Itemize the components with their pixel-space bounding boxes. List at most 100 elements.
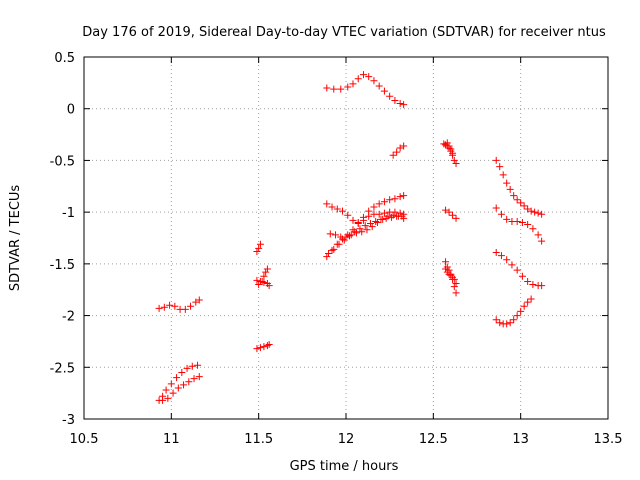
data-point-plus-marker: [527, 207, 535, 215]
series-s7: [253, 341, 273, 353]
data-point-plus-marker: [361, 222, 369, 230]
data-point-plus-marker: [527, 295, 535, 303]
data-point-plus-marker: [255, 281, 263, 289]
data-point-plus-marker: [351, 228, 359, 236]
data-point-plus-marker: [359, 213, 367, 221]
y-tick-label: 0.5: [54, 51, 75, 66]
data-point-plus-marker: [195, 373, 203, 381]
data-point-plus-marker: [188, 362, 196, 370]
data-point-plus-marker: [396, 100, 404, 108]
data-point-plus-marker: [185, 378, 193, 386]
data-point-plus-marker: [265, 341, 273, 349]
data-point-plus-marker: [256, 240, 264, 248]
data-point-plus-marker: [255, 244, 263, 252]
data-point-plus-marker: [377, 215, 385, 223]
series-s19: [492, 156, 546, 218]
data-point-plus-marker: [447, 145, 455, 153]
data-point-plus-marker: [513, 196, 521, 204]
data-point-plus-marker: [375, 200, 383, 208]
data-point-plus-marker: [166, 301, 174, 309]
data-point-plus-marker: [503, 179, 511, 187]
data-point-plus-marker: [503, 320, 511, 328]
data-point-plus-marker: [442, 258, 450, 266]
data-point-plus-marker: [443, 139, 451, 147]
data-point-plus-marker: [337, 85, 345, 93]
data-point-plus-marker: [344, 211, 352, 219]
data-point-plus-marker: [195, 296, 203, 304]
data-point-plus-marker: [326, 230, 334, 238]
data-point-plus-marker: [452, 214, 460, 222]
data-point-plus-marker: [159, 396, 167, 404]
series-s16: [442, 206, 460, 222]
data-point-plus-marker: [452, 289, 460, 297]
data-point-plus-marker: [155, 304, 163, 312]
data-point-plus-marker: [178, 368, 186, 376]
data-point-plus-marker: [368, 223, 376, 231]
data-point-plus-marker: [339, 207, 347, 215]
data-point-plus-marker: [167, 380, 175, 388]
data-point-plus-marker: [391, 195, 399, 203]
series-s6: [253, 276, 273, 290]
data-point-plus-marker: [162, 386, 170, 394]
data-point-plus-marker: [445, 142, 453, 150]
data-point-plus-marker: [370, 77, 378, 85]
data-point-plus-marker: [262, 268, 270, 276]
data-point-plus-marker: [344, 83, 352, 91]
data-point-plus-marker: [445, 270, 453, 278]
data-point-plus-marker: [506, 185, 514, 193]
data-point-plus-marker: [164, 394, 172, 402]
data-point-plus-marker: [524, 298, 532, 306]
data-point-plus-marker: [513, 217, 521, 225]
x-tick-label: 13.5: [594, 432, 623, 447]
x-tick-labels: 10.5 11 11.5 12 12.5 13 13.5: [70, 432, 623, 447]
data-point-plus-marker: [513, 312, 521, 320]
series-s4: [253, 240, 264, 255]
data-point-plus-marker: [450, 156, 458, 164]
data-point-plus-marker: [352, 229, 360, 237]
data-point-plus-marker: [386, 92, 394, 100]
chart-title: Day 176 of 2019, Sidereal Day-to-day VTE…: [82, 25, 606, 40]
y-tick-label: -2.5: [50, 361, 75, 376]
data-point-plus-marker: [373, 218, 381, 226]
data-point-plus-marker: [323, 253, 331, 261]
data-point-plus-marker: [359, 71, 367, 79]
data-point-plus-marker: [370, 203, 378, 211]
data-point-plus-marker: [358, 228, 366, 236]
series-s21: [492, 248, 546, 290]
series-s14: [440, 140, 460, 168]
data-point-plus-marker: [400, 192, 408, 200]
data-point-plus-marker: [497, 252, 505, 260]
data-point-plus-marker: [496, 163, 504, 171]
data-point-plus-marker: [347, 231, 355, 239]
data-point-plus-marker: [335, 240, 343, 248]
data-point-plus-marker: [524, 277, 532, 285]
data-point-plus-marker: [531, 208, 539, 216]
data-point-plus-marker: [389, 151, 397, 159]
data-point-plus-marker: [449, 149, 457, 157]
data-point-plus-marker: [349, 216, 357, 224]
series-s22: [492, 295, 535, 328]
data-point-plus-marker: [190, 375, 198, 383]
data-point-plus-marker: [380, 87, 388, 95]
data-point-plus-marker: [160, 303, 168, 311]
y-tick-label: -1: [62, 206, 75, 221]
y-tick-labels: 0.5 0 -0.5 -1 -1.5 -2 -2.5 -3: [50, 51, 75, 428]
data-point-plus-marker: [452, 160, 460, 168]
data-point-plus-marker: [386, 196, 394, 204]
data-point-plus-marker: [183, 364, 191, 372]
data-point-plus-marker: [340, 236, 348, 244]
data-point-plus-marker: [517, 199, 525, 207]
data-point-plus-marker: [538, 282, 546, 290]
series-s8: [323, 71, 408, 109]
data-point-plus-marker: [517, 307, 525, 315]
data-point-plus-marker: [396, 209, 404, 217]
data-point-plus-marker: [365, 207, 373, 215]
data-point-plus-marker: [510, 192, 518, 200]
series-s13: [325, 212, 406, 258]
data-point-plus-marker: [375, 210, 383, 218]
data-point-plus-marker: [529, 225, 537, 233]
data-point-plus-marker: [180, 381, 188, 389]
data-point-plus-marker: [518, 272, 526, 280]
data-point-plus-marker: [328, 246, 336, 254]
